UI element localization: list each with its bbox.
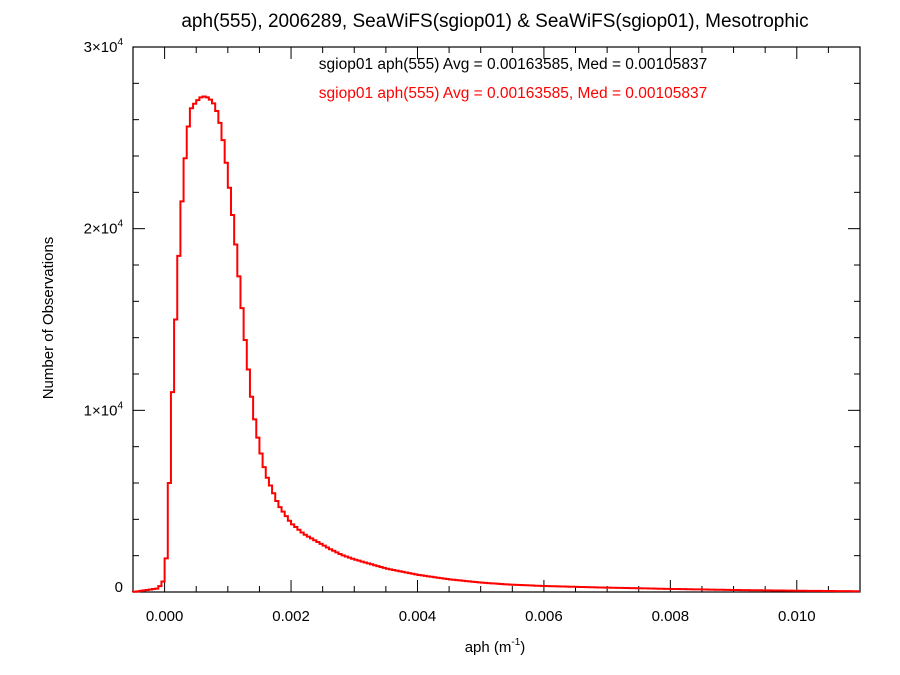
x-tick-label: 0.000 bbox=[146, 608, 184, 625]
x-axis-label-main: aph (m bbox=[465, 639, 512, 656]
x-axis-label-sup: -1 bbox=[511, 637, 520, 648]
y-tick-label: 1×104 bbox=[84, 400, 124, 419]
x-tick-label: 0.008 bbox=[652, 608, 690, 625]
y-axis-label: Number of Observations bbox=[40, 237, 57, 400]
y-axis-ticks: 0 1×104 2×104 3×104 bbox=[84, 37, 860, 596]
plot-frame bbox=[132, 46, 861, 593]
y-tick-label: 3×104 bbox=[84, 37, 124, 56]
y-tick-label: 2×104 bbox=[84, 219, 124, 238]
histogram-series-line bbox=[132, 95, 860, 593]
y-tick-label: 0 bbox=[115, 579, 123, 596]
chart-title: aph(555), 2006289, SeaWiFS(sgiop01) & Se… bbox=[181, 11, 808, 32]
x-tick-label: 0.006 bbox=[525, 608, 563, 625]
x-tick-label: 0.010 bbox=[778, 608, 816, 625]
x-axis-label-close: ) bbox=[520, 639, 525, 656]
x-axis-label: aph (m-1) bbox=[465, 637, 526, 656]
annotation-black: sgiop01 aph(555) Avg = 0.00163585, Med =… bbox=[319, 56, 707, 73]
x-tick-label: 0.002 bbox=[272, 608, 310, 625]
annotation-red: sgiop01 aph(555) Avg = 0.00163585, Med =… bbox=[319, 85, 707, 102]
x-tick-label: 0.004 bbox=[399, 608, 437, 625]
x-axis-ticks: 0.000 0.002 0.004 0.006 0.008 0.010 bbox=[132, 47, 861, 625]
